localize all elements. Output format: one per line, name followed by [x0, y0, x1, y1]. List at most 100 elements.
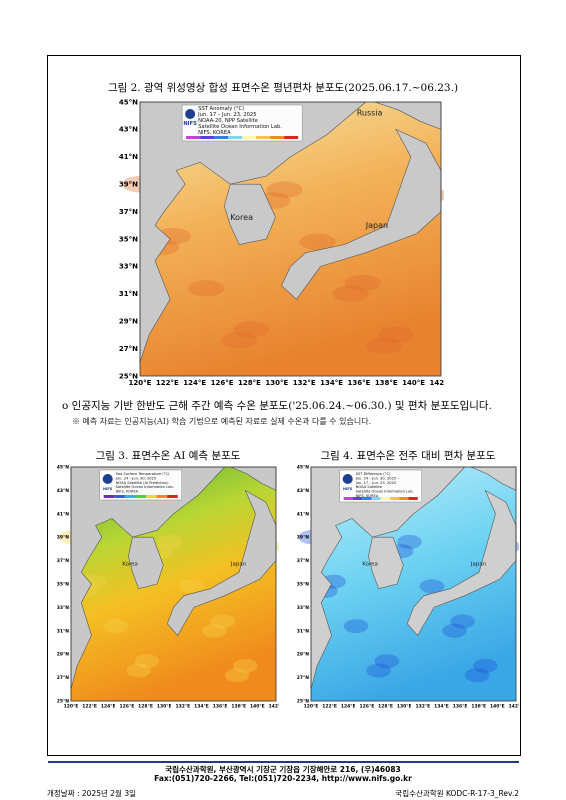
- place-label: Korea: [230, 213, 253, 222]
- sst-patch: [179, 579, 205, 594]
- legend-text: Sea Surface Temperature (°C): [116, 472, 170, 476]
- colorbar-cell: [186, 136, 201, 139]
- legend-text: NIFS, KOREA: [116, 490, 139, 494]
- sst-patch: [377, 326, 414, 344]
- land: [70, 466, 226, 690]
- colorbar-cell: [242, 136, 257, 139]
- colorbar-cell: [371, 497, 381, 500]
- sst-difference-map: 45°N 43°N 41°N 39°N 37°N 35°N 33°N 31°N 29°N 27°N…: [297, 464, 519, 709]
- sst-patch: [344, 274, 381, 292]
- note-text: ※ 예측 자료는 인공지능(AI) 학습 기법으로 예측된 자료로 실제 수온과…: [72, 417, 372, 426]
- legend-text: Jun. 24 – Jun. 30, 2025: [115, 476, 156, 480]
- lon-label: 136°E: [453, 704, 468, 710]
- colorbar-cell: [214, 136, 229, 139]
- logo-text: NIFS: [103, 487, 113, 491]
- sst-patch: [232, 658, 258, 673]
- logo-mark: [185, 109, 196, 119]
- sst-patch: [233, 321, 270, 338]
- lat-label: 33°N: [119, 263, 138, 271]
- legend-box: [339, 469, 422, 503]
- sst-patch: [332, 285, 369, 303]
- lon-label: 122°E: [156, 379, 179, 387]
- lon-label: 138°E: [375, 379, 398, 387]
- lat-label: 33°N: [297, 605, 309, 611]
- lat-label: 37°N: [297, 558, 309, 564]
- lat-label: 29°N: [119, 318, 138, 326]
- colorbar-cell: [284, 136, 299, 139]
- sst-patch: [134, 654, 160, 669]
- lat-label: 41°N: [57, 511, 69, 517]
- sst-patch: [442, 623, 467, 638]
- colorbar-cell: [352, 497, 363, 500]
- land: [223, 183, 276, 245]
- legend-text: SST Anomaly (°C): [198, 106, 244, 112]
- lon-label: 132°E: [293, 379, 316, 387]
- sst-patch: [266, 181, 303, 198]
- sst-patch: [202, 623, 227, 638]
- figure-title: 그림 4. 표면수온 전주 대비 편차 분포도: [320, 450, 496, 462]
- sst-patch: [472, 658, 498, 673]
- lon-label: 136°E: [213, 704, 228, 710]
- colorbar-cell: [380, 497, 390, 500]
- lon-label: 130°E: [157, 704, 172, 710]
- sst-patch: [224, 668, 250, 683]
- lat-label: 33°N: [57, 605, 69, 611]
- legend-text: NIFS, KOREA: [356, 494, 379, 498]
- place-label: Japan: [230, 561, 247, 567]
- legend-text: Jun. 24 – Jun. 30, 2025 –: [355, 476, 400, 480]
- sst-patch: [126, 663, 151, 678]
- logo-mark: [342, 474, 353, 484]
- lat-label: 29°N: [297, 652, 309, 658]
- lon-label: 126°E: [211, 379, 234, 387]
- map-border: [139, 101, 442, 377]
- page-frame: [47, 55, 521, 756]
- lat-label: 35°N: [297, 582, 309, 588]
- colorbar-cell: [167, 495, 178, 498]
- lon-label: 132°E: [415, 704, 430, 710]
- lon-label: 136°E: [347, 379, 370, 387]
- legend-text: SST Difference (°C): [356, 472, 391, 476]
- sst-anomaly-map: 45°N 43°N 41°N 39°N 37°N 35°N 33°N 31°N 29°N 27°N…: [118, 98, 444, 388]
- sst-patch: [210, 614, 235, 629]
- legend-text: Satellite Ocean Information Lab.: [356, 490, 414, 494]
- ai-prediction-map: 45°N 43°N 41°N 39°N 37°N 35°N 33°N 31°N 29°N 27°N…: [57, 464, 279, 709]
- colorbar-cell: [362, 497, 372, 500]
- colorbar-cell: [145, 495, 157, 498]
- lon-label: 142°E: [269, 704, 279, 710]
- colorbar-cell: [408, 497, 418, 500]
- lat-label: 27°N: [297, 675, 309, 681]
- sst-patch: [343, 619, 369, 634]
- lat-label: 35°N: [57, 582, 69, 588]
- lon-label: 134°E: [320, 379, 343, 387]
- sst-patch: [366, 663, 391, 678]
- lat-label: 25°N: [297, 699, 309, 705]
- lat-label: 41°N: [119, 153, 138, 161]
- lon-label: 130°E: [265, 379, 288, 387]
- colorbar-cell: [389, 497, 400, 500]
- colorbar-cell: [103, 495, 115, 498]
- logo-mark: [102, 474, 113, 484]
- colorbar-cell: [399, 497, 409, 500]
- lat-label: 25°N: [119, 372, 138, 380]
- lon-label: 138°E: [231, 704, 246, 710]
- lat-label: 43°N: [57, 488, 69, 494]
- lat-label: 41°N: [297, 511, 309, 517]
- lon-label: 124°E: [341, 704, 356, 710]
- lon-label: 128°E: [138, 704, 153, 710]
- legend-text: Jun. 17 – Jun. 23, 2025: [355, 481, 396, 485]
- sst-patch: [374, 654, 400, 669]
- lat-label: 39°N: [297, 535, 309, 541]
- sst-patch: [397, 534, 422, 549]
- sst-patch: [221, 332, 258, 349]
- footer-rule: [48, 761, 519, 763]
- footer-contact: Fax:(051)720-2266, Tel:(051)720-2234, ht…: [154, 774, 412, 783]
- lon-label: 138°E: [471, 704, 486, 710]
- lon-label: 120°E: [129, 379, 152, 387]
- sst-patch: [450, 614, 475, 629]
- figure-title: 그림 3. 표면수온 AI 예측 분포도: [95, 450, 241, 462]
- sst-patch: [157, 534, 182, 549]
- lon-label: 132°E: [175, 704, 190, 710]
- colorbar-cell: [114, 495, 125, 498]
- land: [310, 466, 466, 690]
- lon-label: 142°E: [509, 704, 519, 710]
